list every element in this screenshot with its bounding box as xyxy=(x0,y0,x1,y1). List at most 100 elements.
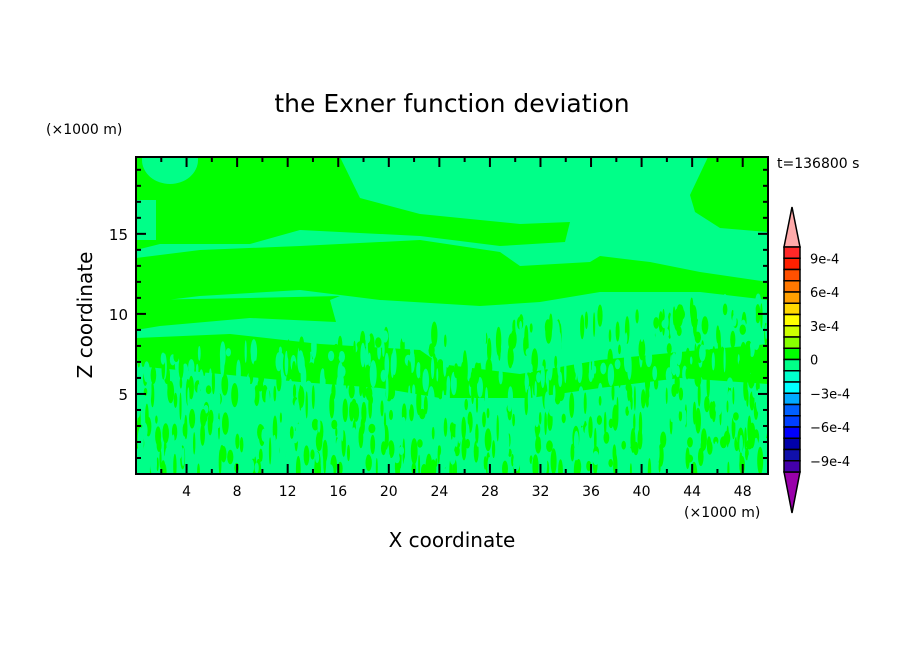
contour-streak xyxy=(435,458,438,467)
contour-streak xyxy=(471,378,475,405)
contour-streak xyxy=(498,367,503,385)
contour-streak xyxy=(607,363,615,387)
contour-streak xyxy=(465,438,470,449)
contour-streak xyxy=(748,373,755,389)
contour-streak xyxy=(607,314,612,335)
contour-streak xyxy=(150,382,155,408)
colorbar-swatch xyxy=(783,370,801,383)
contour-streak xyxy=(455,421,459,448)
contour-region xyxy=(690,157,768,232)
contour-streak xyxy=(187,458,193,468)
contour-streak xyxy=(424,330,430,352)
contour-streak xyxy=(665,387,668,405)
y-tick-label: 15 xyxy=(109,226,128,244)
colorbar-swatch xyxy=(783,460,801,473)
contour-streak xyxy=(608,459,613,468)
contour-streak xyxy=(200,423,206,446)
contour-streak xyxy=(416,362,421,379)
contour-streak xyxy=(645,384,650,408)
contour-streak xyxy=(380,369,387,382)
contour-streak xyxy=(261,428,267,442)
contour-streak xyxy=(647,458,652,474)
contour-streak xyxy=(706,371,710,398)
contour-streak xyxy=(162,423,169,444)
contour-streak xyxy=(175,441,183,460)
contour-streak xyxy=(197,384,201,404)
contour-streak xyxy=(182,363,189,378)
contour-streak xyxy=(608,418,614,429)
contour-streak xyxy=(746,389,749,407)
contour-streak xyxy=(524,368,528,393)
contour-streak xyxy=(441,395,449,410)
contour-streak xyxy=(313,361,320,374)
contour-streak xyxy=(225,348,231,357)
contour-streak xyxy=(664,315,669,329)
contour-streak xyxy=(524,391,529,416)
contour-region xyxy=(136,296,340,330)
contour-streak xyxy=(177,423,183,444)
contour-streak xyxy=(305,380,312,393)
contour-streak xyxy=(532,315,537,329)
contour-streak xyxy=(749,341,755,357)
colorbar-swatch xyxy=(783,302,801,316)
contour-streak xyxy=(268,425,273,440)
colorbar-swatch xyxy=(783,313,801,327)
contour-streak xyxy=(196,443,203,470)
contour-streak xyxy=(167,370,171,392)
contour-streak xyxy=(303,346,311,367)
contour-streak xyxy=(573,353,581,374)
contour-streak xyxy=(280,431,287,459)
contour-streak xyxy=(171,434,175,444)
contour-streak xyxy=(418,454,421,474)
contour-streak xyxy=(217,418,221,429)
contour-streak xyxy=(653,335,656,345)
contour-streak xyxy=(280,401,286,415)
contour-streak xyxy=(150,451,157,474)
colorbar-swatch xyxy=(783,291,801,304)
contour-streak xyxy=(187,387,190,409)
contour-streak xyxy=(396,421,402,440)
contour-streak xyxy=(701,417,705,428)
colorbar-swatch xyxy=(783,325,801,338)
contour-streak xyxy=(195,363,199,375)
contour-streak xyxy=(633,385,636,411)
contour-streak xyxy=(292,430,299,444)
contour-streak xyxy=(258,448,263,463)
contour-streak xyxy=(336,422,340,442)
contour-streak xyxy=(173,453,177,474)
contour-streak xyxy=(727,402,732,428)
contour-streak xyxy=(557,350,561,377)
colorbar-label: −9e-4 xyxy=(810,455,850,470)
contour-streak xyxy=(600,362,607,375)
contour-streak xyxy=(663,328,670,339)
x-tick-label: 24 xyxy=(430,484,448,500)
contour-streak xyxy=(398,407,400,426)
contour-streak xyxy=(143,361,150,383)
contour-streak xyxy=(268,437,272,465)
contour-streak xyxy=(434,425,440,448)
contour-streak xyxy=(155,415,158,424)
contour-streak xyxy=(728,348,736,357)
contour-streak xyxy=(441,445,449,468)
contour-streak xyxy=(761,394,768,403)
contour-streak xyxy=(231,383,239,408)
x-tick-label: 20 xyxy=(380,484,398,500)
contour-streak xyxy=(538,412,542,425)
colorbar-swatch xyxy=(783,336,801,349)
contour-streak xyxy=(583,392,587,415)
contour-streak xyxy=(573,430,579,452)
contour-streak xyxy=(532,454,539,474)
contour-streak xyxy=(389,409,393,421)
contour-streak xyxy=(614,359,621,370)
contour-streak xyxy=(375,458,378,474)
contour-streak xyxy=(642,410,647,435)
contour-streak xyxy=(527,362,533,374)
contour-streak xyxy=(507,386,513,408)
contour-streak xyxy=(578,386,584,398)
contour-streak xyxy=(267,460,270,474)
contour-streak xyxy=(251,385,256,403)
contour-streak xyxy=(651,409,659,422)
contour-streak xyxy=(173,392,178,408)
contour-streak xyxy=(256,401,263,423)
contour-streak xyxy=(197,463,200,474)
